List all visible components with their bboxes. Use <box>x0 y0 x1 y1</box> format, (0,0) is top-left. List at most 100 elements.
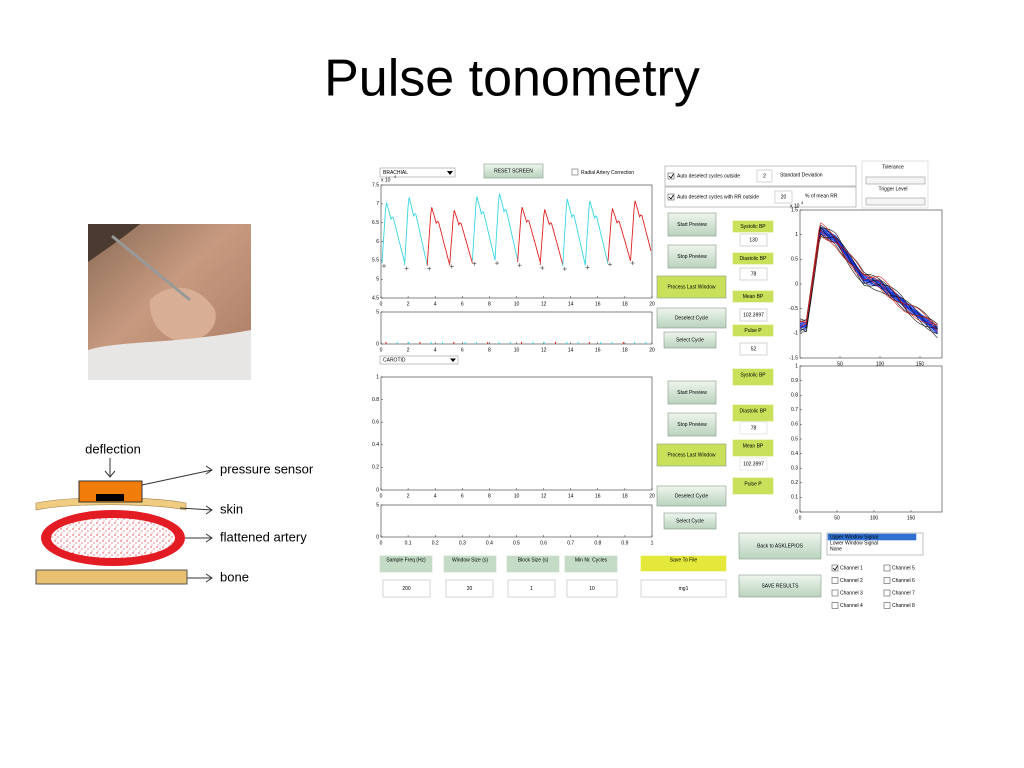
y-tick-label: 7 <box>376 201 379 207</box>
button[interactable] <box>667 244 717 269</box>
sensor-element <box>96 494 124 501</box>
y-tick-label: 7.5 <box>372 182 379 188</box>
button[interactable] <box>656 307 727 329</box>
signal-trace <box>381 202 406 264</box>
button[interactable] <box>667 380 717 405</box>
result-value: 102.3997 <box>743 312 764 318</box>
button-label: Start Preview <box>677 222 707 228</box>
y-tick-label: 4.5 <box>372 295 379 301</box>
signal-trace <box>426 207 451 266</box>
checkbox[interactable] <box>883 564 891 572</box>
cycle-marker <box>562 266 567 271</box>
overlay-trace <box>799 229 938 327</box>
checkbox[interactable] <box>667 172 675 180</box>
button-label: Back to ASKLEPIOS <box>757 543 804 549</box>
button-label: Start Preview <box>677 390 707 396</box>
result-label-box <box>732 404 774 422</box>
checkbox[interactable] <box>831 577 839 584</box>
button-label: Deselect Cycle <box>675 493 709 499</box>
y-tick-label: 0 <box>376 341 379 347</box>
slide-title: Pulse tonometry <box>324 50 700 108</box>
dropdown[interactable] <box>379 355 459 365</box>
y-tick-label: 0 <box>376 534 379 540</box>
result-value-box <box>739 457 768 471</box>
slider[interactable] <box>865 176 926 185</box>
x-tick-label: 0.3 <box>459 540 466 546</box>
result-value-box <box>739 342 768 356</box>
y-tick-label: 0 <box>376 487 379 493</box>
channel-label: Channel 7 <box>892 590 915 596</box>
plot-area <box>799 365 943 513</box>
y-tick-label: 6 <box>376 239 379 245</box>
setting-label: Window Size (s) <box>452 557 488 563</box>
x-tick-label: 0.8 <box>594 540 601 546</box>
result-label: Mean BP <box>743 294 764 300</box>
file-name-box[interactable] <box>640 579 727 598</box>
checkbox[interactable] <box>883 577 891 584</box>
checkbox[interactable] <box>667 193 675 201</box>
y-tick-label: 0.7 <box>791 407 798 413</box>
option-value-box[interactable] <box>756 169 773 183</box>
button[interactable] <box>483 163 544 179</box>
photo-sleeve <box>88 330 251 380</box>
dropdown-arrow <box>447 171 453 175</box>
result-label-box <box>732 290 774 303</box>
setting-label-box <box>506 555 560 573</box>
setting-value-box[interactable] <box>566 579 618 598</box>
y-tick-label: 5 <box>376 502 379 508</box>
setting-label-box <box>379 555 433 573</box>
setting-label-box <box>443 555 497 573</box>
cycle-marker <box>517 263 522 268</box>
list-item: None <box>830 546 842 552</box>
button[interactable] <box>656 275 727 299</box>
setting-label: Min Nr. Cycles <box>575 557 608 563</box>
setting-value-box[interactable] <box>507 579 556 598</box>
channel-label: Channel 8 <box>892 603 915 609</box>
plot-area <box>380 376 653 491</box>
pressure-sensor <box>78 480 143 503</box>
button[interactable] <box>738 574 822 598</box>
option-value-box[interactable] <box>774 190 793 204</box>
checkbox[interactable] <box>831 602 839 609</box>
list-item: Lower Window Signal <box>830 540 878 546</box>
checkbox[interactable] <box>571 168 579 176</box>
checkbox[interactable] <box>831 589 839 597</box>
y-tick-label: 0.8 <box>372 397 379 403</box>
checkbox[interactable] <box>883 602 891 609</box>
setting-value-box[interactable] <box>382 579 431 598</box>
y-tick-label: 0.6 <box>372 420 379 426</box>
signal-trace <box>562 198 586 267</box>
option-value: 2 <box>763 173 766 179</box>
dropdown-arrow <box>450 358 456 362</box>
bone <box>35 569 188 585</box>
save-button[interactable] <box>640 555 727 572</box>
button[interactable] <box>656 485 727 507</box>
y-tick-label: 0.8 <box>791 393 798 399</box>
signal-trace <box>607 208 632 262</box>
button-label: RESET SCREEN <box>494 168 533 174</box>
button[interactable] <box>667 212 717 237</box>
button[interactable] <box>663 331 717 349</box>
checkbox[interactable] <box>883 589 891 597</box>
option-label: Auto deselect cycles outside <box>677 173 740 179</box>
result-label-box <box>732 477 774 495</box>
y-tick-label: 1 <box>795 363 798 369</box>
plot-area <box>799 209 943 359</box>
button[interactable] <box>656 443 727 467</box>
button[interactable] <box>663 512 717 530</box>
slider[interactable] <box>865 197 926 206</box>
x-tick-label: 50 <box>837 361 843 367</box>
result-label: Diastolic BP <box>740 408 768 414</box>
x-tick-label: 0.2 <box>432 540 439 546</box>
x-tick-label: 0 <box>380 301 383 307</box>
checkbox[interactable] <box>831 564 839 572</box>
x-tick-label: 12 <box>541 347 547 353</box>
y-tick-label: 0.2 <box>791 480 798 486</box>
button[interactable] <box>667 412 717 437</box>
result-label: Systolic BP <box>740 224 766 230</box>
cycle-marker <box>404 266 409 271</box>
setting-value-box[interactable] <box>445 579 494 598</box>
dropdown[interactable] <box>379 167 456 178</box>
button[interactable] <box>738 532 822 560</box>
signal-trace <box>630 200 652 261</box>
